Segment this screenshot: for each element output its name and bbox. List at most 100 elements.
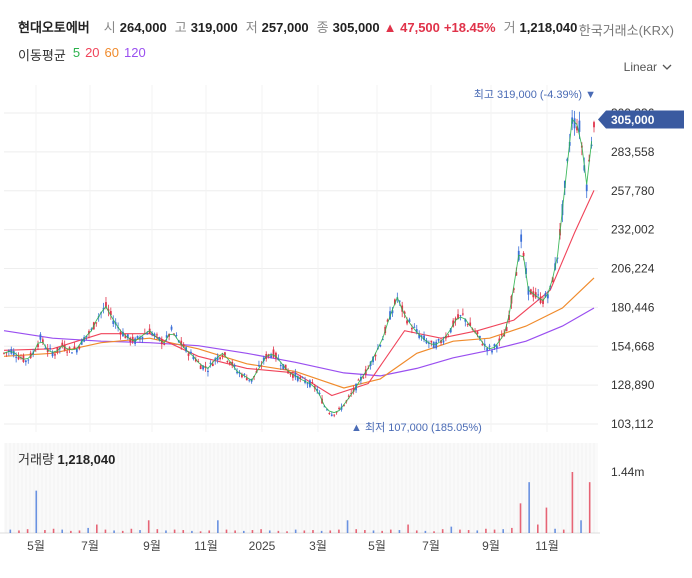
candle-body — [534, 292, 537, 298]
volume-bar — [485, 528, 487, 533]
chevron-down-icon — [662, 64, 672, 70]
x-tick-label: 9월 — [143, 539, 161, 553]
candle-body — [260, 365, 263, 367]
candle-body — [289, 373, 292, 375]
volume-bar — [407, 524, 409, 533]
candle-body — [75, 348, 78, 353]
candle-body — [68, 347, 71, 349]
candle-body — [459, 315, 462, 317]
candle-body — [22, 355, 25, 362]
current-price-tag — [598, 110, 684, 129]
candle-body — [270, 355, 272, 358]
candle-body — [66, 351, 69, 353]
volume-bar — [536, 524, 539, 533]
volume-grid: 1.44m — [4, 443, 644, 533]
candle-body — [481, 344, 484, 346]
volume-bar — [493, 529, 496, 533]
candle-body — [593, 122, 595, 128]
x-tick-label: 2025 — [249, 539, 276, 553]
volume-bar — [381, 530, 383, 533]
candle-body — [287, 370, 289, 374]
volume-bar — [251, 530, 254, 533]
x-tick-label: 9월 — [482, 539, 500, 553]
current-price-label: 305,000 — [611, 113, 655, 127]
candle-body — [27, 359, 30, 361]
ma-5-line — [3, 118, 593, 414]
volume-bar — [476, 530, 479, 533]
scale-select[interactable]: Linear — [624, 60, 672, 74]
candle-body — [24, 360, 27, 363]
candle-body — [566, 158, 569, 162]
volume-bar — [329, 530, 332, 533]
volume-bar — [286, 531, 288, 533]
volume-bar — [70, 530, 72, 533]
moving-average-legend[interactable]: 이동평균 5 20 60 120 — [18, 45, 146, 64]
candle-body — [311, 382, 314, 384]
volume-panel-label: 거래량 — [18, 452, 54, 467]
volume-bar — [389, 529, 392, 533]
open-label: 시 — [103, 20, 116, 35]
ma-60-line — [3, 277, 595, 389]
max-price-annotation: 최고 319,000 (-4.39%) ▼ — [474, 88, 596, 101]
ma-20-line — [3, 190, 595, 397]
volume-bar — [571, 472, 574, 533]
candle-body — [262, 357, 265, 361]
candle-body — [71, 352, 73, 354]
y-tick-label: 232,002 — [611, 223, 655, 237]
volume-bar — [35, 490, 38, 533]
candle-body — [158, 337, 161, 341]
candle-body — [248, 379, 251, 381]
candle-body — [153, 333, 156, 336]
volume-bar — [182, 530, 185, 533]
volume-label: 거 — [503, 20, 516, 35]
volume-bar — [113, 530, 115, 533]
candle-body — [508, 314, 510, 321]
candle-body — [51, 351, 54, 357]
candle-body — [156, 334, 158, 336]
volume-bar — [121, 530, 124, 533]
candle-body — [221, 355, 224, 357]
volume-bar — [398, 530, 401, 533]
candle-body — [379, 344, 382, 347]
volume-bar — [433, 531, 435, 533]
candle-body — [294, 372, 297, 378]
volume-bar — [147, 520, 150, 533]
candle-body — [233, 364, 236, 367]
candle-body — [372, 357, 374, 363]
volume-value: 1,218,040 — [519, 20, 578, 35]
candle-body — [505, 326, 508, 332]
candle-body — [54, 354, 56, 356]
change-value: ▲ 47,500 — [383, 20, 440, 35]
candle-body — [483, 343, 486, 346]
candle-body — [408, 319, 411, 323]
candle-body — [109, 311, 112, 316]
volume-bar — [52, 528, 55, 533]
candle-body — [299, 377, 302, 379]
ma-5-path — [3, 118, 593, 414]
close-value: 305,000 — [332, 20, 380, 35]
candle-body — [3, 352, 5, 354]
min-price-annotation: ▲ 최저 107,000 (185.05%) — [351, 421, 482, 434]
candle-body — [486, 347, 489, 351]
low-value: 257,000 — [261, 20, 309, 35]
candle-body — [454, 318, 457, 321]
candle-body — [500, 334, 503, 336]
stock-name[interactable]: 현대오토에버 — [18, 20, 90, 35]
candle-body — [216, 356, 219, 361]
volume-bar — [415, 530, 418, 533]
candle-body — [413, 326, 416, 328]
candle-body — [403, 311, 406, 314]
candle-body — [573, 118, 576, 129]
candle-body — [95, 322, 98, 324]
candle-body — [418, 334, 421, 338]
candle-body — [406, 320, 408, 324]
candle-body — [207, 370, 209, 373]
candle-body — [515, 272, 518, 276]
candle-body — [544, 293, 547, 298]
volume-bar — [294, 529, 297, 533]
x-tick-label: 5월 — [368, 539, 386, 553]
ma-60-path — [3, 277, 595, 389]
price-candles — [3, 109, 595, 418]
candle-body — [258, 364, 260, 367]
